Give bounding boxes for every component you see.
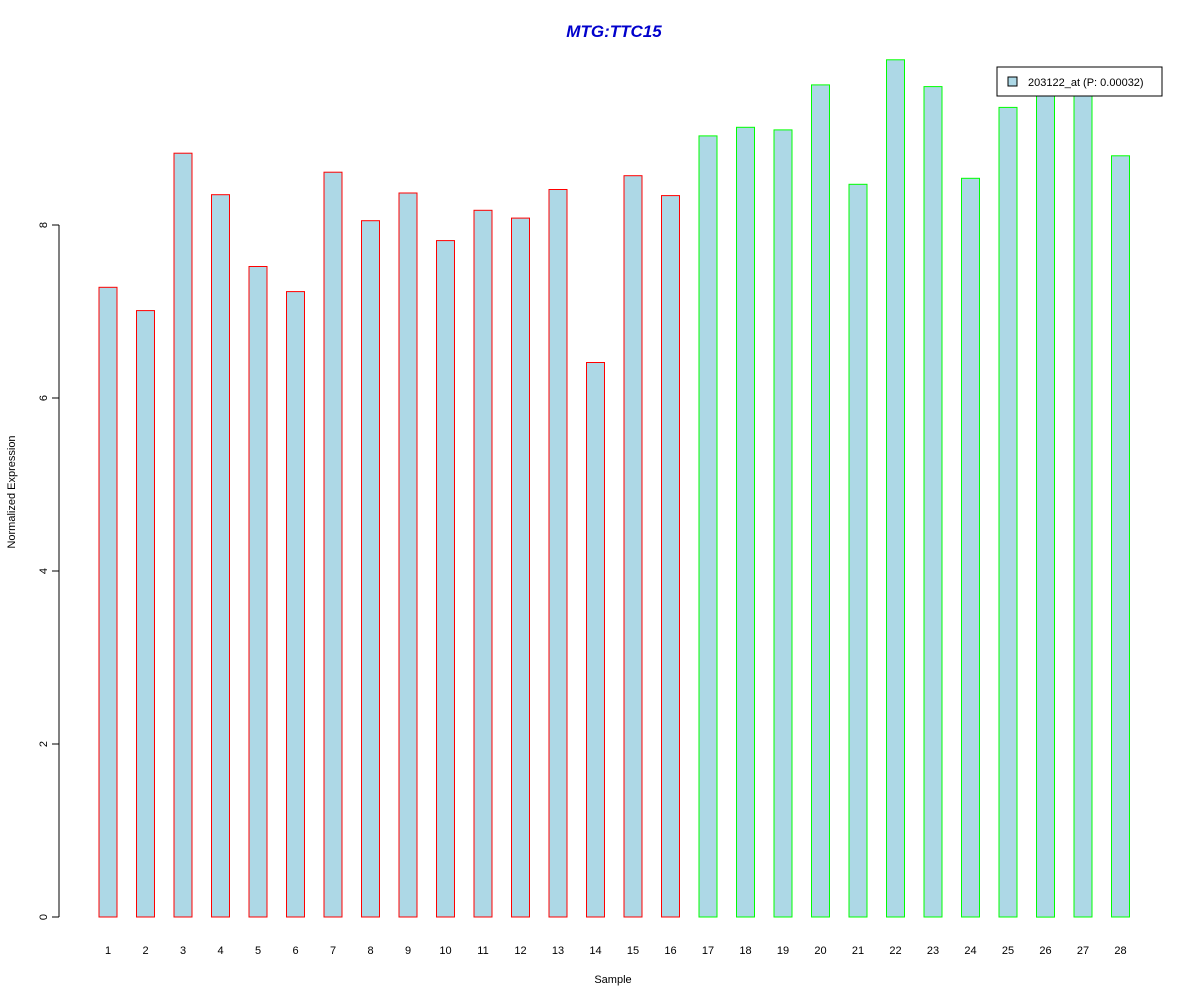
x-tick-label: 5: [255, 945, 261, 957]
x-tick-label: 16: [664, 945, 676, 957]
x-tick-label: 7: [330, 945, 336, 957]
y-tick-label: 2: [38, 741, 50, 747]
x-tick-label: 18: [739, 945, 751, 957]
bar: [511, 217, 530, 918]
y-axis: 0 2 4 6 8: [38, 222, 60, 920]
x-tick-label: 9: [405, 945, 411, 957]
x-tick-label: 24: [964, 945, 976, 957]
x-tick-label: 10: [439, 945, 451, 957]
x-tick-label: 4: [217, 945, 223, 957]
bar: [1111, 155, 1130, 918]
bar: [136, 310, 155, 918]
bar: [773, 129, 793, 918]
y-tick-label: 8: [38, 222, 50, 228]
x-tick-label: 17: [702, 945, 714, 957]
y-tick-label: 0: [38, 914, 50, 920]
x-tick-label: 3: [180, 945, 186, 957]
bar: [961, 177, 980, 918]
x-tick-label: 23: [927, 945, 939, 957]
bar: [211, 194, 230, 918]
legend-box: [996, 66, 1163, 97]
bar: [286, 291, 305, 918]
x-tick-label: 13: [552, 945, 564, 957]
x-tick-label: 12: [514, 945, 526, 957]
x-tick-label: 14: [589, 945, 601, 957]
x-tick-label: 1: [105, 945, 111, 957]
bar: [886, 59, 905, 918]
legend-swatch: [1007, 76, 1018, 87]
bar: [436, 240, 455, 918]
x-tick-label: 27: [1077, 945, 1089, 957]
y-tick-label: 6: [38, 395, 50, 401]
x-tick-label: 20: [814, 945, 826, 957]
y-tick-label: 4: [38, 568, 50, 574]
legend-label: 203122_at (P: 0.00032): [1028, 77, 1144, 89]
x-tick-label: 21: [852, 945, 864, 957]
x-tick-label: 26: [1039, 945, 1051, 957]
bar: [1036, 94, 1055, 918]
bar: [586, 362, 605, 918]
bar: [736, 126, 755, 918]
chart-title: MTG:TTC15: [566, 22, 662, 41]
legend: 203122_at (P: 0.00032): [996, 66, 1163, 97]
bar: [248, 266, 268, 918]
x-tick-label: 22: [889, 945, 901, 957]
x-tick-labels: 1 2 3 4 5 6 7 8 9 10 11 12 13 14 15 16 17 18 19 20 21 22 23 24 2…: [105, 945, 1127, 957]
y-axis-label: Normalized Expression: [6, 435, 18, 548]
x-tick-label: 25: [1002, 945, 1014, 957]
bar: [548, 189, 568, 918]
x-tick-label: 28: [1114, 945, 1126, 957]
bar: [1073, 86, 1093, 918]
bar: [923, 86, 943, 918]
bar: [848, 183, 868, 918]
bar: [173, 152, 193, 918]
x-tick-label: 8: [367, 945, 373, 957]
bars-group: [98, 59, 1130, 918]
bar: [323, 171, 343, 918]
x-tick-label: 6: [292, 945, 298, 957]
x-tick-label: 15: [627, 945, 639, 957]
x-axis-label: Sample: [594, 974, 631, 986]
bar: [98, 286, 118, 918]
bar: [361, 220, 380, 918]
bar: [398, 192, 418, 918]
bar: [661, 195, 680, 918]
x-tick-label: 11: [477, 945, 488, 957]
bar: [623, 175, 643, 918]
bar: [473, 209, 493, 918]
x-tick-label: 2: [142, 945, 148, 957]
bar: [698, 135, 718, 918]
x-tick-label: 19: [777, 945, 789, 957]
bar: [811, 84, 830, 918]
bar: [998, 106, 1018, 918]
